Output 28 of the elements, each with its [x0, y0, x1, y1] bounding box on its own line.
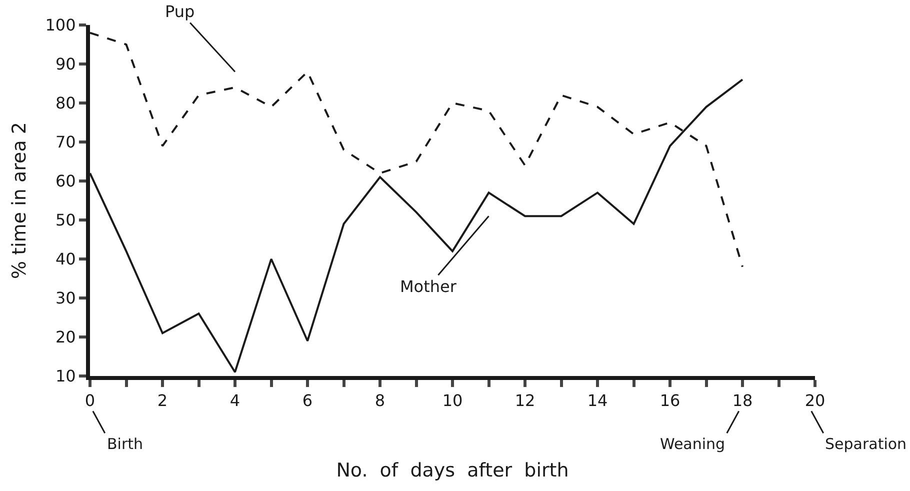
x-tick-label: 6: [302, 391, 313, 410]
x-tick-label: 20: [804, 391, 826, 410]
y-tick-label: 30: [55, 288, 76, 308]
x-axis-title: No. of days after birth: [336, 460, 569, 482]
x-tick-label: 10: [442, 391, 463, 410]
text: Pup: [165, 2, 195, 21]
y-tick-label: 80: [55, 94, 76, 113]
x-tick-label: 4: [230, 391, 240, 410]
text: Birth: [107, 435, 144, 453]
y-tick-label: 10: [55, 366, 76, 386]
y-axis-title: % time in area 2: [8, 122, 31, 279]
x-tick-label: 2: [157, 391, 168, 410]
text: Weaning: [660, 435, 726, 453]
y-tick-label: 20: [55, 328, 76, 347]
x-tick-label: 12: [514, 391, 536, 410]
y-tick-label: 100: [45, 16, 76, 35]
y-tick-label: 70: [55, 132, 76, 152]
x-tick-label: 16: [660, 391, 680, 410]
y-tick-label: 50: [55, 210, 76, 230]
x-tick-label: 8: [374, 391, 386, 410]
x-tick-label: 18: [732, 391, 753, 410]
series-label: Mother: [400, 277, 457, 296]
x-tick-label: 14: [587, 391, 608, 410]
y-tick-label: 60: [55, 172, 76, 191]
y-tick-label: 90: [55, 54, 76, 74]
text: Separation: [825, 435, 907, 453]
y-tick-label: 40: [55, 250, 76, 269]
x-tick-label: 0: [84, 391, 96, 410]
